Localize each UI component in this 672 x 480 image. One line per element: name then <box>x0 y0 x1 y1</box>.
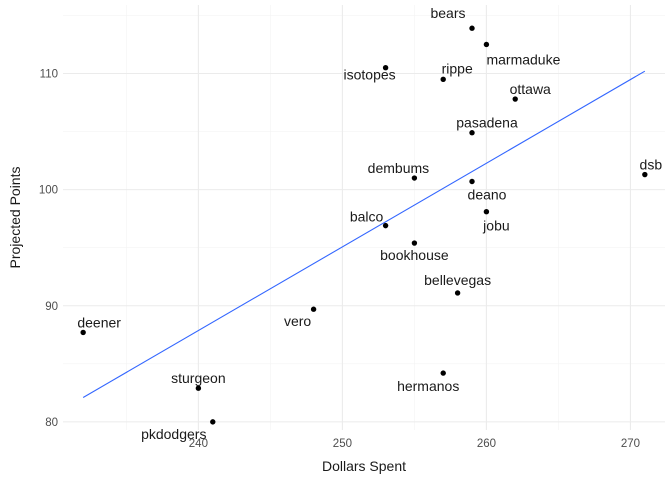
x-tick-label: 250 <box>333 438 352 450</box>
data-point-bears <box>469 25 475 31</box>
point-labels: bears marmaduke rippe isotopes ottawa pasaden… <box>77 5 662 442</box>
y-tick-label: 110 <box>40 69 58 81</box>
data-point-bellevegas <box>454 290 461 296</box>
x-tick-label: 260 <box>477 438 496 450</box>
data-point-jobu <box>483 208 490 215</box>
data-points <box>80 25 648 425</box>
data-point-pkdodgers <box>210 419 216 425</box>
point-label-bears: bears <box>430 5 465 21</box>
point-label-hermanos: hermanos <box>397 378 459 394</box>
data-point-isotopes <box>382 65 389 71</box>
point-label-sturgeon: sturgeon <box>171 370 225 386</box>
data-point-bookhouse <box>411 240 418 246</box>
point-label-bookhouse: bookhouse <box>380 247 449 263</box>
data-point-marmaduke <box>483 41 490 48</box>
point-label-pasadena: pasadena <box>456 115 518 131</box>
data-point-rippe <box>440 76 446 83</box>
data-point-dembums <box>411 175 418 181</box>
x-tick-label: 240 <box>189 438 208 450</box>
point-label-isotopes: isotopes <box>344 67 396 83</box>
x-tick-label: 270 <box>621 438 640 450</box>
y-tick-label: 80 <box>45 417 58 429</box>
data-point-pasadena <box>469 130 475 136</box>
y-axis-title: Projected Points <box>7 167 23 269</box>
tick-labels: 240 250 260 270 80 90 100 110 <box>39 69 640 450</box>
data-point-sturgeon <box>195 385 202 391</box>
point-label-deener: deener <box>77 314 121 330</box>
data-point-balco <box>382 222 389 229</box>
trend-line <box>82 70 646 398</box>
point-label-vero: vero <box>284 313 311 329</box>
point-label-dsb: dsb <box>640 157 663 173</box>
y-tick-label: 100 <box>39 185 58 197</box>
point-label-marmaduke: marmaduke <box>486 51 560 67</box>
data-point-hermanos <box>440 370 446 376</box>
point-label-ottawa: ottawa <box>510 81 551 97</box>
data-point-deano <box>469 178 475 185</box>
trend-line-layer <box>82 70 646 398</box>
point-label-jobu: jobu <box>482 218 509 234</box>
data-point-dsb <box>642 171 648 178</box>
point-label-bellevegas: bellevegas <box>424 272 491 288</box>
point-label-balco: balco <box>350 209 384 225</box>
x-axis-title: Dollars Spent <box>322 458 406 474</box>
data-point-ottawa <box>512 96 518 102</box>
y-tick-label: 90 <box>45 301 58 313</box>
point-label-deano: deano <box>468 187 507 203</box>
point-label-pkdodgers: pkdodgers <box>141 426 206 442</box>
data-point-vero <box>310 306 317 312</box>
point-label-dembums: dembums <box>368 160 429 176</box>
gridlines <box>63 5 665 430</box>
point-label-rippe: rippe <box>442 60 473 76</box>
data-point-deener <box>80 329 86 336</box>
